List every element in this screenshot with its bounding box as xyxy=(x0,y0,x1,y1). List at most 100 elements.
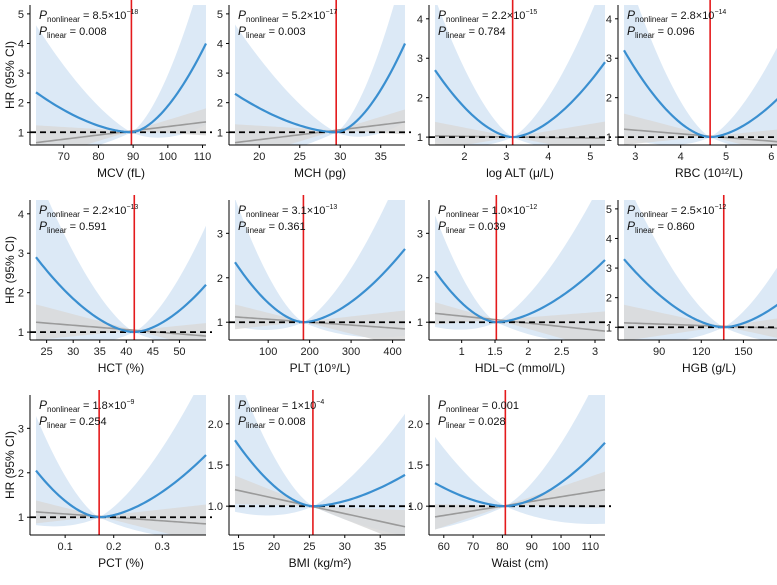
y-axis-label: HR (95% CI) xyxy=(3,41,17,109)
x-axis-label: log ALT (μ/L) xyxy=(486,166,554,180)
p-linear-value: = 0.039 xyxy=(466,221,506,233)
y-tick-label: 1 xyxy=(417,132,423,144)
x-axis-label: PCT (%) xyxy=(98,556,144,570)
x-tick-label: 30 xyxy=(67,346,79,358)
linear-ci-band xyxy=(235,109,405,145)
p-subscript: linear xyxy=(246,31,266,40)
p-linear-value: = 0.860 xyxy=(655,221,695,233)
panel-3: 1 2 3 4 2 3 4 5 log ALT (μ/L) Pnonlinear = 2.2×10… xyxy=(417,0,611,180)
p-subscript: linear xyxy=(246,226,266,235)
y-tick-label: 3 xyxy=(18,423,24,435)
nonlinear-ci-band xyxy=(235,5,405,145)
p-nonlinear-exponent: −12 xyxy=(525,204,537,211)
p-subscript: linear xyxy=(635,226,655,235)
x-tick-label: 70 xyxy=(467,541,479,553)
p-symbol: P xyxy=(39,8,47,22)
x-tick-label: 6 xyxy=(768,151,774,163)
p-linear-annotation: Plinear = 0.003 xyxy=(238,24,306,40)
plot-area xyxy=(30,5,212,145)
x-tick-label: 25 xyxy=(41,346,53,358)
plot-area xyxy=(618,5,777,145)
p-subscript: linear xyxy=(446,31,466,40)
p-symbol: P xyxy=(39,219,47,233)
x-tick-label: 400 xyxy=(383,346,401,358)
y-tick-label: 2.0 xyxy=(208,419,223,431)
y-tick-label: 2 xyxy=(417,273,423,285)
p-linear-annotation: Plinear = 0.860 xyxy=(627,219,695,235)
x-tick-label: 110 xyxy=(194,151,212,163)
panel-4: 1 2 3 4 3 4 5 6 RBC (10¹²/L) Pnonlinear = 2.8×10−… xyxy=(606,0,777,180)
y-tick-label: 1 xyxy=(217,317,223,329)
y-tick-label: 4 xyxy=(417,14,423,26)
y-tick-label: 4 xyxy=(18,38,24,50)
x-tick-label: 5 xyxy=(587,151,593,163)
p-symbol: P xyxy=(238,398,246,412)
p-symbol: P xyxy=(438,203,446,217)
x-tick-label: 80 xyxy=(92,151,104,163)
p-subscript: nonlinear xyxy=(635,210,668,219)
y-tick-label: 3 xyxy=(18,248,24,260)
x-axis-label: MCH (pg) xyxy=(294,166,346,180)
panel-6: 1 2 3 100 200 300 400 PLT (10⁹/L) Pnonlinear = 3… xyxy=(217,195,411,375)
p-linear-value: = 0.028 xyxy=(466,416,506,428)
nonlinear-ci-band xyxy=(624,5,777,145)
plot-area xyxy=(30,395,212,535)
y-tick-label: 2 xyxy=(217,98,223,110)
y-tick-label: 1 xyxy=(18,512,24,524)
plot-area xyxy=(229,200,411,340)
y-tick-label: 1 xyxy=(18,327,24,339)
p-nonlinear-annotation: Pnonlinear = 1.0×10−12 xyxy=(438,203,537,219)
x-tick-label: 0.2 xyxy=(106,541,121,553)
p-nonlinear-annotation: Pnonlinear = 0.001 xyxy=(438,398,519,414)
y-tick-label: 1.0 xyxy=(408,501,423,513)
p-nonlinear-mantissa: = 1×10 xyxy=(279,400,316,412)
x-tick-label: 4 xyxy=(545,151,551,163)
x-axis-label: HCT (%) xyxy=(98,361,144,375)
y-tick-label: 2 xyxy=(417,93,423,105)
x-tick-label: 25 xyxy=(303,541,315,553)
x-tick-label: 60 xyxy=(438,541,450,553)
y-tick-label: 3 xyxy=(217,68,223,80)
x-tick-label: 30 xyxy=(339,541,351,553)
y-tick-label: 2 xyxy=(606,293,612,305)
p-subscript: nonlinear xyxy=(246,405,279,414)
x-tick-label: 120 xyxy=(692,346,710,358)
p-linear-value: = 0.003 xyxy=(266,26,306,38)
p-subscript: linear xyxy=(446,421,466,430)
p-subscript: linear xyxy=(446,226,466,235)
x-axis-label: HDL−C (mmol/L) xyxy=(475,361,565,375)
x-tick-label: 90 xyxy=(127,151,139,163)
p-symbol: P xyxy=(627,8,635,22)
y-tick-label: 1 xyxy=(217,127,223,139)
p-subscript: nonlinear xyxy=(635,15,668,24)
x-tick-label: 50 xyxy=(173,346,185,358)
p-linear-annotation: Plinear = 0.028 xyxy=(438,414,506,430)
x-axis-label: MCV (fL) xyxy=(97,166,145,180)
linear-ci-band xyxy=(36,108,206,145)
nonlinear-fit-curve xyxy=(623,49,777,139)
p-symbol: P xyxy=(627,24,635,38)
p-nonlinear-mantissa: = 1.8×10 xyxy=(80,400,127,412)
p-nonlinear-mantissa: = 1.0×10 xyxy=(479,205,526,217)
x-tick-label: 300 xyxy=(342,346,360,358)
p-subscript: nonlinear xyxy=(446,210,479,219)
panel-9: 1 2 3 0.1 0.2 0.3 PCT (%) HR (95% CI) Pnonlinear… xyxy=(3,390,212,570)
plot-area xyxy=(429,200,611,340)
nonlinear-fit-curve xyxy=(35,454,207,519)
x-axis-label: Waist (cm) xyxy=(492,556,549,570)
p-symbol: P xyxy=(39,203,47,217)
panel-5: 1 2 3 4 25 30 35 40 45 50 HCT (%) HR (95% CI) Pnonli… xyxy=(3,195,212,375)
p-subscript: nonlinear xyxy=(47,15,80,24)
plot-area xyxy=(229,395,411,535)
nonlinear-ci-band xyxy=(36,200,206,340)
nonlinear-ci-band xyxy=(624,200,777,340)
p-nonlinear-mantissa: = 2.2×10 xyxy=(80,205,127,217)
y-tick-label: 3 xyxy=(217,228,223,240)
p-subscript: linear xyxy=(635,31,655,40)
p-subscript: linear xyxy=(47,421,67,430)
linear-ci-band xyxy=(435,121,605,145)
p-nonlinear-exponent: −9 xyxy=(126,399,134,406)
p-symbol: P xyxy=(238,24,246,38)
